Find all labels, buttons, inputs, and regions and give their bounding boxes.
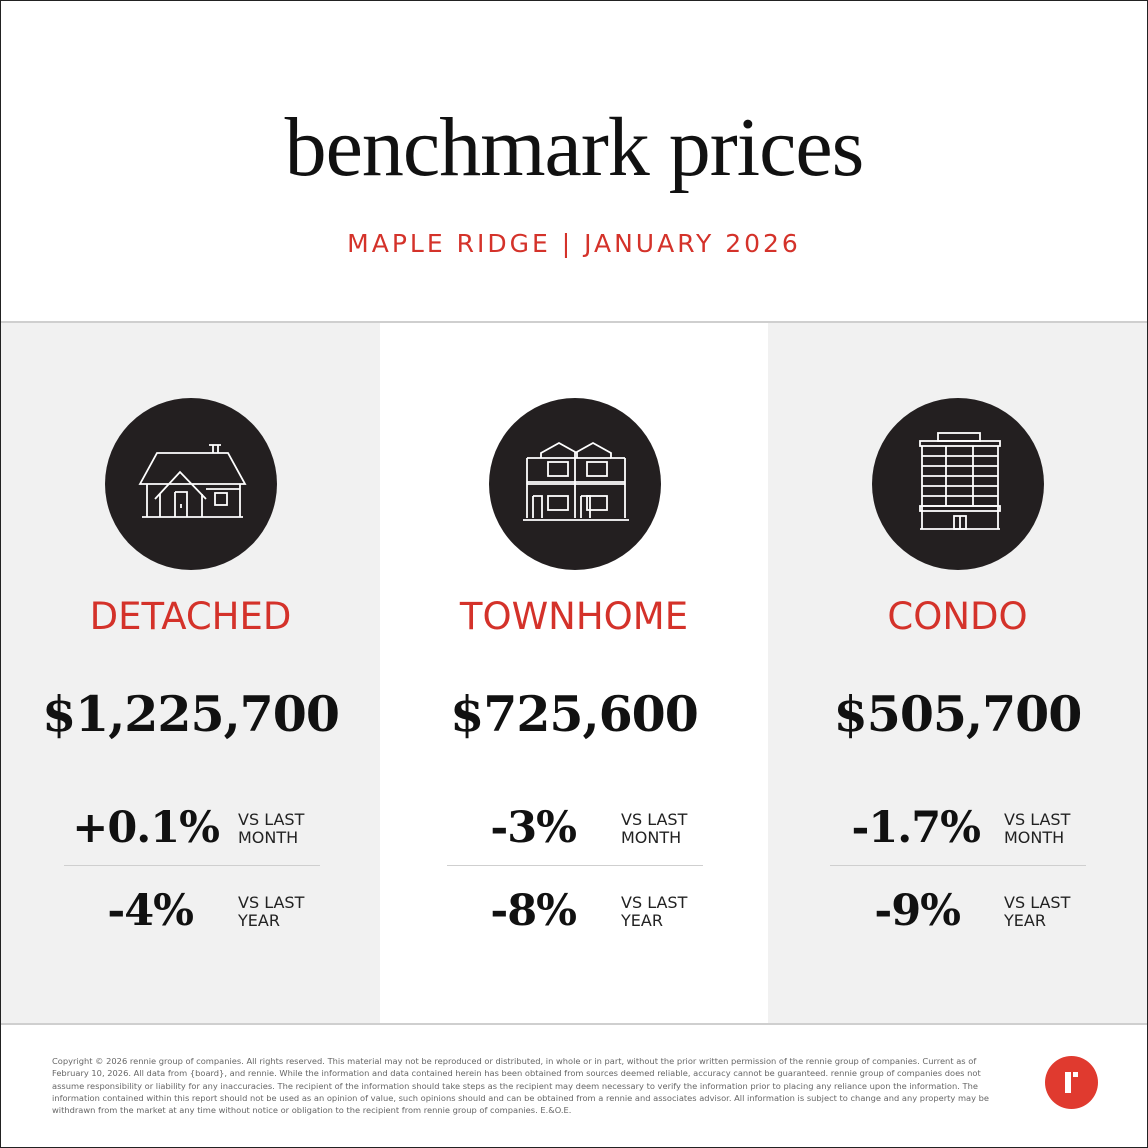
yearly-change-label: VS LAST YEAR bbox=[621, 894, 687, 930]
rennie-logo-icon bbox=[1045, 1056, 1098, 1109]
label-line: YEAR bbox=[238, 911, 280, 930]
label-line: MONTH bbox=[238, 828, 299, 847]
label-line: VS LAST bbox=[621, 810, 688, 829]
label-line: MONTH bbox=[621, 828, 682, 847]
yearly-change-label: VS LAST YEAR bbox=[1004, 894, 1070, 930]
monthly-change: -1.7% bbox=[851, 803, 981, 853]
monthly-change-label: VS LAST MONTH bbox=[621, 811, 687, 847]
benchmark-price: $505,700 bbox=[833, 685, 1083, 743]
label-line: YEAR bbox=[621, 911, 663, 930]
label-line: YEAR bbox=[1004, 911, 1046, 930]
header: benchmark prices MAPLE RIDGE | JANUARY 2… bbox=[1, 1, 1147, 323]
benchmark-price: $1,225,700 bbox=[42, 685, 340, 743]
benchmark-price: $725,600 bbox=[450, 685, 699, 743]
page-title: benchmark prices bbox=[284, 101, 865, 194]
property-type-label: CONDO bbox=[887, 595, 1028, 638]
column-townhome: TOWNHOME $725,600 -3% VS LAST MONTH -8% … bbox=[380, 323, 768, 1023]
house-icon bbox=[105, 398, 277, 570]
monthly-change-label: VS LAST MONTH bbox=[1004, 811, 1070, 847]
footer-disclaimer: Copyright © 2026 rennie group of compani… bbox=[52, 1056, 990, 1116]
label-line: VS LAST bbox=[621, 893, 688, 912]
label-line: VS LAST bbox=[238, 810, 305, 829]
yearly-change-label: VS LAST YEAR bbox=[238, 894, 304, 930]
label-line: VS LAST bbox=[1004, 810, 1071, 829]
yearly-change: -4% bbox=[107, 886, 194, 936]
monthly-change: +0.1% bbox=[72, 803, 220, 853]
monthly-change: -3% bbox=[490, 803, 577, 853]
divider bbox=[64, 865, 320, 866]
monthly-change-label: VS LAST MONTH bbox=[238, 811, 304, 847]
condo-building-icon bbox=[872, 398, 1044, 570]
yearly-change: -9% bbox=[874, 886, 961, 936]
price-columns: DETACHED $1,225,700 +0.1% VS LAST MONTH … bbox=[1, 323, 1147, 1025]
page-subtitle: MAPLE RIDGE | JANUARY 2026 bbox=[347, 229, 801, 258]
column-detached: DETACHED $1,225,700 +0.1% VS LAST MONTH … bbox=[1, 323, 380, 1023]
column-condo: CONDO $505,700 -1.7% VS LAST MONTH -9% V… bbox=[768, 323, 1147, 1023]
divider bbox=[447, 865, 703, 866]
townhome-icon bbox=[489, 398, 661, 570]
divider bbox=[830, 865, 1086, 866]
property-type-label: TOWNHOME bbox=[459, 595, 689, 638]
yearly-change: -8% bbox=[490, 886, 577, 936]
label-line: VS LAST bbox=[1004, 893, 1071, 912]
label-line: VS LAST bbox=[238, 893, 305, 912]
property-type-label: DETACHED bbox=[89, 595, 292, 638]
label-line: MONTH bbox=[1004, 828, 1065, 847]
